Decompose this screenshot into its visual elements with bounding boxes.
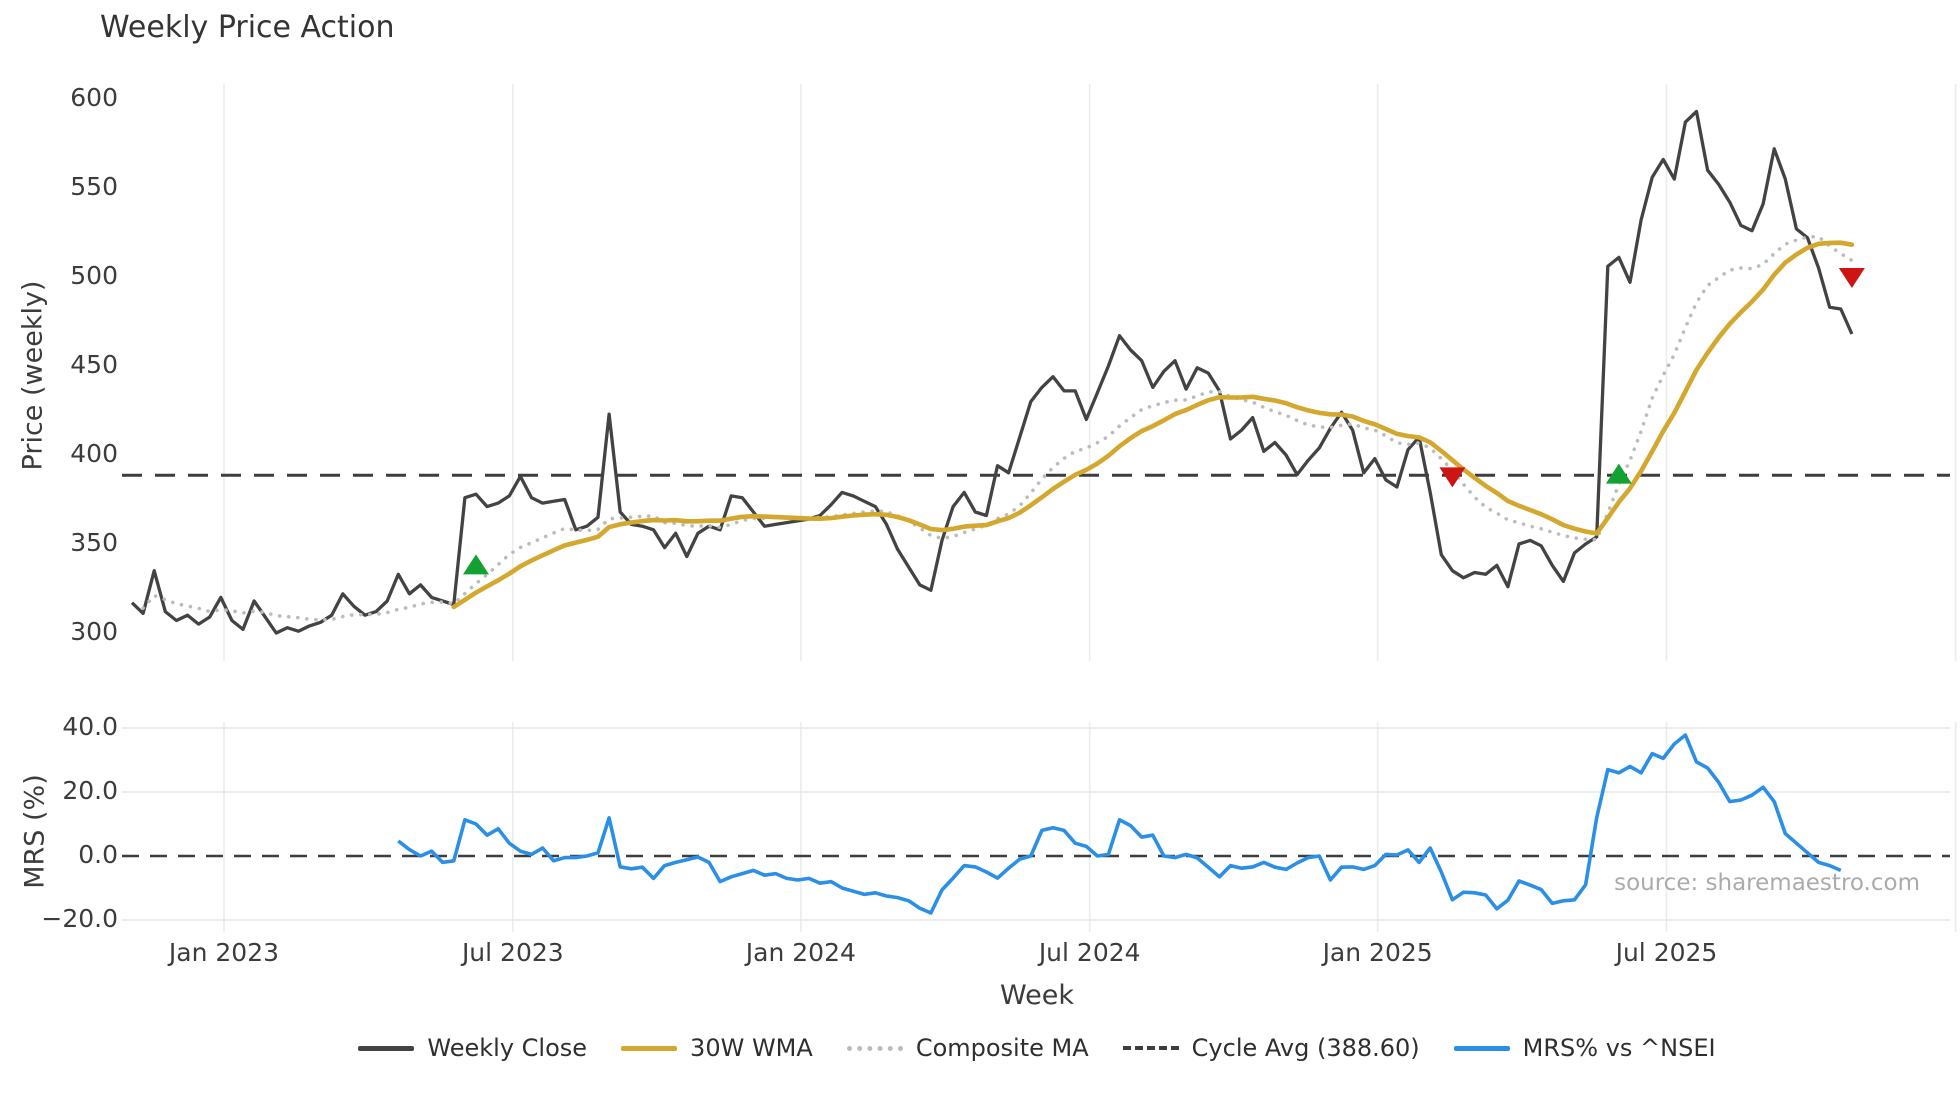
legend: Weekly Close 30W WMA Composite MA Cycle …	[122, 1034, 1952, 1062]
x-tick-label: Jan 2023	[168, 938, 280, 967]
legend-item-weekly-close: Weekly Close	[358, 1034, 587, 1062]
x-tick-label: Jul 2024	[1038, 938, 1141, 967]
mrs-line-swatch	[1453, 1045, 1510, 1051]
legend-item-cycle-avg: Cycle Avg (388.60)	[1122, 1034, 1420, 1062]
legend-label: Weekly Close	[427, 1034, 588, 1062]
data-series	[130, 109, 1855, 915]
wma-line-swatch	[621, 1045, 678, 1051]
price-y-tick-label: 400	[70, 439, 118, 468]
sell-marker	[1838, 268, 1865, 288]
signal-markers	[462, 268, 1865, 575]
mrs-y-tick-label: 40.0	[62, 712, 118, 741]
mrs-y-tick-label: 20.0	[62, 776, 118, 805]
x-tick-label: Jan 2025	[1322, 938, 1433, 967]
buy-marker	[1605, 463, 1632, 484]
legend-item-mrs: MRS% vs ^NSEI	[1453, 1034, 1716, 1062]
legend-item-composite: Composite MA	[846, 1034, 1089, 1062]
price-y-tick-label: 600	[70, 83, 118, 112]
legend-label: Composite MA	[915, 1034, 1089, 1062]
mrs-y-tick-label: 0.0	[78, 840, 118, 869]
x-tick-label: Jul 2023	[461, 938, 564, 967]
composite-line-swatch	[846, 1045, 903, 1051]
sell-marker	[1439, 467, 1466, 488]
x-tick-label: Jan 2024	[745, 938, 856, 967]
source-watermark: source: sharemaestro.com	[1614, 870, 1920, 896]
cycle-avg-line-swatch	[1122, 1046, 1179, 1050]
x-axis-label: Week	[1000, 980, 1074, 1011]
x-tick-label: Jul 2025	[1615, 938, 1718, 967]
price-y-tick-label: 300	[70, 617, 118, 646]
gridlines	[122, 84, 1957, 932]
legend-label: 30W WMA	[690, 1034, 813, 1062]
legend-label: MRS% vs ^NSEI	[1522, 1034, 1716, 1062]
reference-lines	[122, 473, 1950, 858]
legend-item-wma: 30W WMA	[621, 1034, 813, 1062]
price-y-tick-label: 550	[70, 172, 118, 201]
price-y-tick-label: 500	[70, 261, 118, 290]
price-y-tick-label: 350	[70, 528, 118, 557]
chart-title: Weekly Price Action	[100, 10, 395, 45]
legend-label: Cycle Avg (388.60)	[1191, 1034, 1420, 1062]
price-y-tick-label: 450	[70, 350, 118, 379]
mrs-y-tick-label: −20.0	[41, 904, 118, 933]
weekly-close-line-swatch	[358, 1045, 415, 1051]
buy-marker	[462, 554, 489, 575]
